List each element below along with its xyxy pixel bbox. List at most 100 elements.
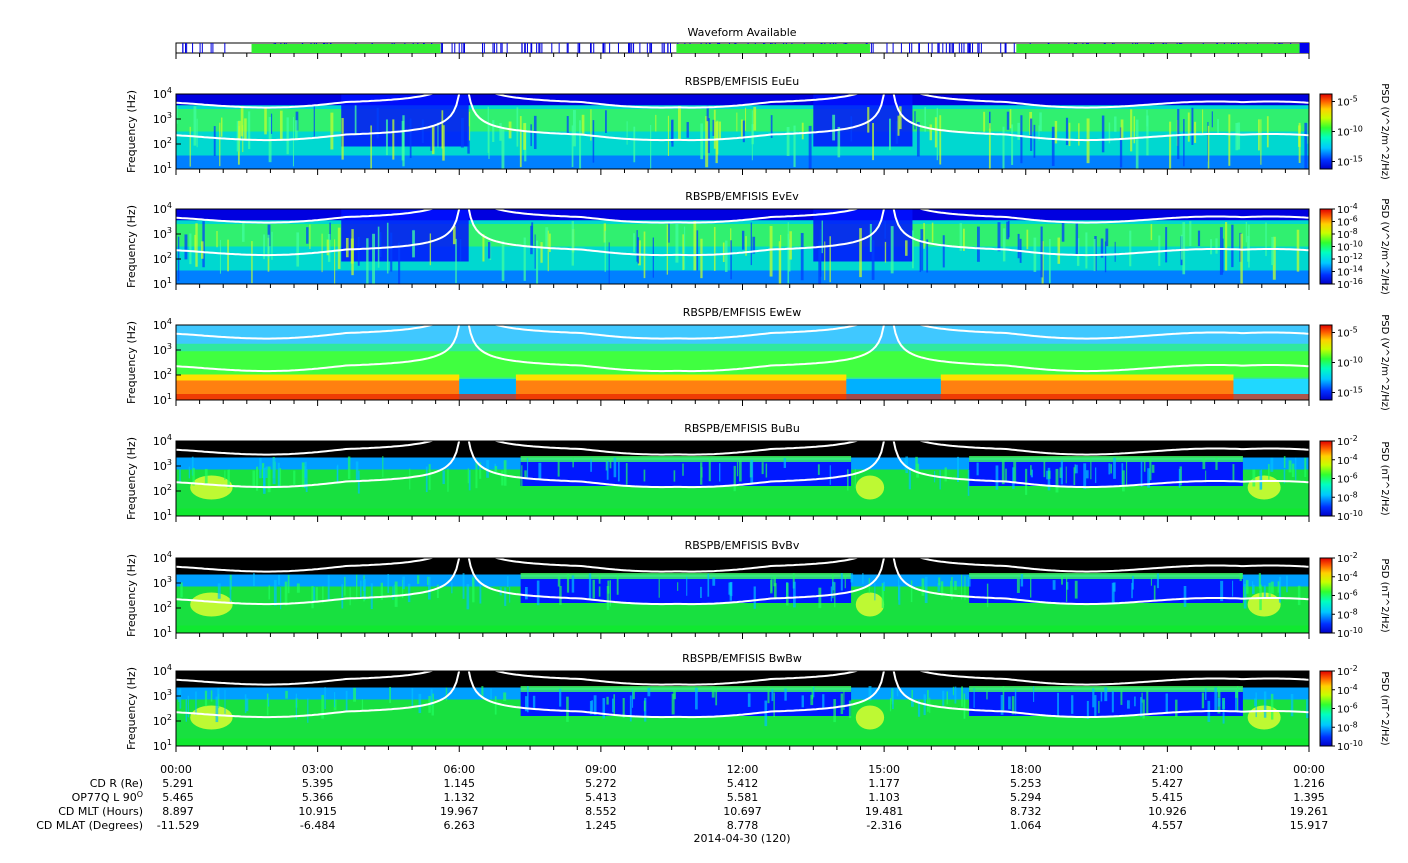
waveform-tick [931,43,933,53]
heatmap-streak [1175,699,1178,717]
waveform-tick [566,43,568,53]
waveform-tick [182,43,184,53]
heatmap-blue-floor [176,155,1309,169]
y-axis-label: Frequency (Hz) [125,554,138,637]
heatmap-streak [606,696,609,705]
heatmap-streak [1270,457,1274,472]
heatmap-streak [929,124,933,141]
heatmap-streak [1272,236,1276,280]
heatmap-streak [490,688,492,700]
heatmap-streak [271,231,273,260]
heatmap-streak [961,686,964,707]
heatmap-streak [1083,463,1087,490]
heatmap-streak [631,689,634,708]
heatmap-streak [1291,463,1295,478]
panel-title: RBSPB/EMFISIS BuBu [684,422,800,435]
heatmap-streak [800,232,804,281]
heatmap-streak [942,235,945,268]
ephemeris-value: 8.897 [162,805,194,818]
heatmap-streak [540,242,543,263]
heatmap-streak [1268,464,1270,480]
ephemeris-value: 5.291 [162,777,194,790]
heatmap-streak [525,586,528,600]
y-tick-label: 101 [153,508,172,523]
heatmap-streak [671,693,675,715]
heatmap-streak [986,583,989,608]
heatmap-streak [927,690,929,712]
colorbar-tick-label: 10-4 [1337,683,1358,697]
heatmap-streak [455,238,457,283]
heatmap-streak [784,688,787,701]
heatmap-streak [428,576,431,600]
heatmap-streak [217,688,220,699]
heatmap-streak [916,463,920,478]
heatmap-streak [305,469,308,493]
heatmap-streak [919,239,922,273]
heatmap-streak [1131,582,1133,599]
heatmap-streak [1055,468,1059,493]
heatmap-streak [604,110,607,133]
waveform-tick [886,43,888,53]
heatmap-streak [566,696,569,722]
heatmap-streak [773,692,775,718]
heatmap-streak [1150,577,1152,586]
heatmap-streak [436,584,439,599]
ephemeris-value: 5.413 [585,791,617,804]
heatmap-streak [1232,464,1235,482]
heatmap-streak [191,456,194,476]
heatmap-streak [677,105,681,141]
heatmap-streak [745,236,747,256]
heatmap-floor [176,625,1309,633]
waveform-tick [972,43,974,53]
heatmap-streak [345,237,349,258]
waveform-tick [506,43,508,53]
heatmap-streak [896,687,899,697]
heatmap-streak [309,224,311,249]
heatmap-streak [989,111,991,129]
heatmap-streak [263,467,266,494]
heatmap-streak [1129,230,1132,267]
heatmap-streak [1108,122,1111,144]
heatmap-streak [1006,111,1010,130]
heatmap-streak [380,582,384,600]
heatmap-streak [534,234,536,269]
waveform-tick [603,43,605,53]
date-label: 2014-04-30 (120) [693,832,790,845]
heatmap-streak [811,686,814,699]
heatmap-streak [682,463,684,476]
waveform-tick [927,43,929,53]
heatmap-streak [1113,582,1116,592]
heatmap-streak [1017,122,1020,140]
heatmap-streak [939,115,942,165]
heatmap-streak [475,461,478,489]
spectrogram-panels: RBSPB/EMFISIS EuEu 104 103 102 101 Frequency … [125,75,1390,753]
panel-heatmap [176,209,1309,284]
heatmap-yellow-band [176,374,460,381]
heatmap-streak [259,457,262,479]
heatmap-streak [390,232,393,272]
heatmap-streak [964,576,966,601]
heatmap-streak [904,458,906,470]
heatmap-streak [598,575,601,584]
y-tick-label: 104 [153,317,172,332]
heatmap-streak [793,125,796,168]
gyro-curve-upper [176,209,1309,224]
heatmap-streak [1180,234,1183,260]
y-tick-label: 104 [153,86,172,101]
heatmap-streak [571,221,574,266]
waveform-tick [661,43,663,53]
heatmap-streak [912,230,914,269]
waveform-tick [590,43,592,53]
heatmap-streak [707,118,710,154]
colorbar-tick-label: 10-2 [1337,434,1358,448]
heatmap-streak [507,576,509,588]
y-tick-label: 101 [153,392,172,407]
heatmap-hot-patch [190,592,233,617]
heatmap-streak [1090,457,1092,480]
heatmap-streak [1189,221,1192,247]
colorbar-tick-label: 10-8 [1337,607,1358,621]
heatmap-streak [1231,224,1234,268]
heatmap-streak [431,693,434,716]
waveform-tick [1004,43,1006,53]
ephemeris-value: 5.415 [1152,791,1184,804]
